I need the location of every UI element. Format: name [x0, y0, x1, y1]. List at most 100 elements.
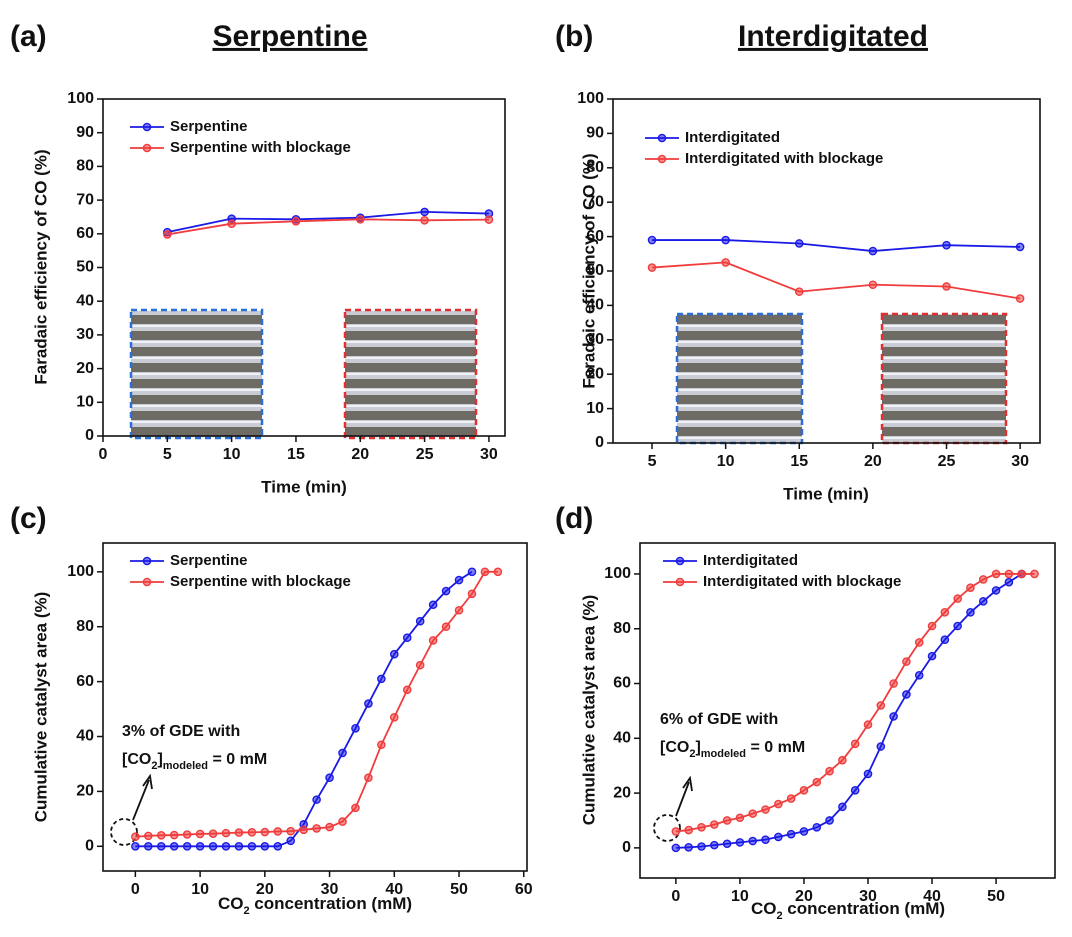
- y-tick-label: 40: [76, 728, 94, 745]
- x-tick-label: 40: [385, 881, 403, 898]
- y-tick-label: 100: [67, 563, 94, 580]
- data-point: [273, 841, 283, 851]
- x-tick-label: 25: [938, 453, 956, 470]
- data-point: [312, 795, 321, 804]
- data-point: [671, 843, 681, 853]
- data-point: [1015, 242, 1025, 252]
- y-tick-label: 60: [613, 675, 631, 692]
- data-point: [247, 827, 257, 837]
- x-axis-label: CO2 concentration (mM): [218, 894, 412, 916]
- x-axis-label: Time (min): [783, 484, 869, 503]
- data-point: [415, 616, 425, 626]
- data-point: [709, 840, 719, 850]
- x-tick-label: 30: [859, 888, 877, 905]
- data-point: [1015, 294, 1025, 303]
- data-point: [195, 841, 205, 851]
- data-point: [735, 813, 745, 823]
- data-point: [735, 838, 745, 847]
- legend-marker: [142, 556, 152, 566]
- panel-label: (c): [10, 502, 47, 535]
- series-line: [675, 573, 1023, 849]
- panel-label: (a): [10, 20, 47, 53]
- y-tick-label: 80: [76, 158, 94, 175]
- legend-label: Serpentine: [170, 118, 248, 135]
- y-tick-label: 40: [613, 730, 631, 747]
- x-tick-label: 20: [351, 446, 369, 463]
- annotation: 3% of GDE with: [122, 723, 240, 740]
- data-point: [942, 282, 951, 291]
- y-tick-label: 80: [613, 620, 631, 637]
- data-point: [978, 597, 988, 606]
- text-part: concentration (mM): [250, 894, 412, 913]
- x-tick-label: 30: [1011, 453, 1029, 470]
- y-tick-label: 100: [67, 90, 94, 107]
- data-point: [761, 805, 770, 814]
- x-tick-label: 30: [480, 446, 498, 463]
- x-tick-label: 0: [131, 881, 140, 898]
- legend-label: Interdigitated with blockage: [703, 573, 901, 590]
- x-tick-label: 15: [790, 453, 808, 470]
- inset-interdigitated: [675, 312, 804, 445]
- data-point: [774, 832, 783, 842]
- x-tick-label: 10: [731, 888, 749, 905]
- y-tick-label: 100: [577, 90, 604, 107]
- data-point: [748, 809, 758, 818]
- data-point: [684, 825, 693, 835]
- legend-marker: [675, 577, 685, 587]
- data-point: [221, 828, 231, 838]
- subscript: 2: [151, 760, 157, 772]
- data-point: [850, 786, 860, 795]
- x-axis-label: Time (min): [261, 477, 347, 496]
- y-tick-label: 20: [76, 360, 94, 377]
- inset-photos: [129, 308, 1008, 445]
- legend-marker: [675, 556, 685, 566]
- text-part: = 0 mM: [208, 751, 267, 768]
- data-point: [863, 769, 873, 779]
- data-point: [351, 723, 360, 733]
- data-point: [697, 823, 706, 832]
- data-point: [420, 207, 429, 217]
- text-part: CO: [751, 899, 777, 918]
- data-point: [902, 690, 911, 699]
- plot-frame: [102, 542, 528, 872]
- data-point: [786, 794, 796, 803]
- x-tick-label: 15: [287, 446, 305, 463]
- y-tick-label: 60: [76, 673, 94, 690]
- series-line: [167, 218, 489, 236]
- data-point: [697, 842, 706, 851]
- dashed-circle: [110, 818, 138, 846]
- y-axis-label: Faradaic efficiency of CO (%): [579, 153, 598, 388]
- data-point: [902, 657, 911, 666]
- data-point: [144, 841, 153, 851]
- data-point: [454, 575, 464, 585]
- subscript: modeled: [163, 760, 208, 772]
- y-tick-label: 50: [586, 262, 604, 279]
- data-point: [991, 569, 1001, 579]
- data-point: [338, 748, 347, 758]
- data-point: [389, 712, 399, 722]
- data-point: [163, 230, 172, 239]
- data-point: [291, 217, 301, 226]
- data-point: [1004, 569, 1014, 579]
- x-tick-label: 10: [717, 453, 735, 470]
- legend-label: Serpentine with blockage: [170, 139, 351, 156]
- x-tick-label: 30: [321, 881, 339, 898]
- y-tick-label: 10: [76, 394, 94, 411]
- y-tick-label: 30: [76, 326, 94, 343]
- data-point: [389, 649, 399, 659]
- data-point: [286, 826, 296, 836]
- data-point: [889, 679, 898, 688]
- data-point: [144, 831, 153, 841]
- data-point: [377, 674, 386, 684]
- data-point: [1030, 569, 1039, 579]
- data-point: [850, 739, 860, 749]
- data-point: [721, 258, 730, 267]
- data-point: [156, 831, 166, 840]
- data-point: [221, 841, 231, 851]
- data-point: [208, 829, 218, 838]
- text-part: concentration (mM): [783, 899, 945, 918]
- y-tick-label: 20: [613, 784, 631, 801]
- plot-frame: [639, 542, 1056, 879]
- series-line: [651, 261, 1021, 300]
- data-point: [480, 567, 490, 577]
